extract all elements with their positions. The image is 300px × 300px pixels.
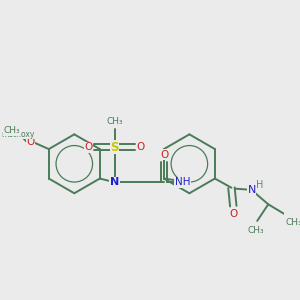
- Text: NH: NH: [175, 177, 190, 187]
- Text: O: O: [160, 150, 168, 160]
- Text: O: O: [136, 142, 144, 152]
- Text: O: O: [85, 142, 93, 152]
- Text: O: O: [229, 208, 237, 218]
- Text: N: N: [248, 184, 256, 195]
- Text: O: O: [26, 137, 34, 147]
- Text: CH₃: CH₃: [286, 218, 300, 227]
- Text: H: H: [256, 180, 264, 190]
- Text: CH₃: CH₃: [4, 126, 20, 135]
- Text: N: N: [110, 177, 119, 187]
- Text: S: S: [110, 141, 119, 154]
- Text: methoxy: methoxy: [1, 130, 34, 139]
- Text: CH₃: CH₃: [247, 226, 264, 235]
- Text: CH₃: CH₃: [106, 117, 123, 126]
